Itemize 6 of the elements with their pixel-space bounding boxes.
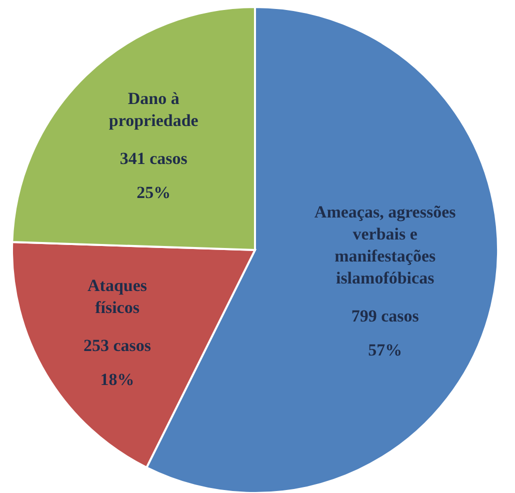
slice-label: Ameaças, agressões verbais e manifestações islamofóbicas [314, 202, 456, 288]
slice-label: Dano à propriedade [108, 89, 199, 130]
data-label: 799 casos 57% [351, 306, 420, 360]
data-label: 253 casos 18% [84, 336, 152, 390]
data-label: 341 casos 25% [120, 149, 188, 202]
slice-label: Ataques físicos [88, 276, 148, 318]
